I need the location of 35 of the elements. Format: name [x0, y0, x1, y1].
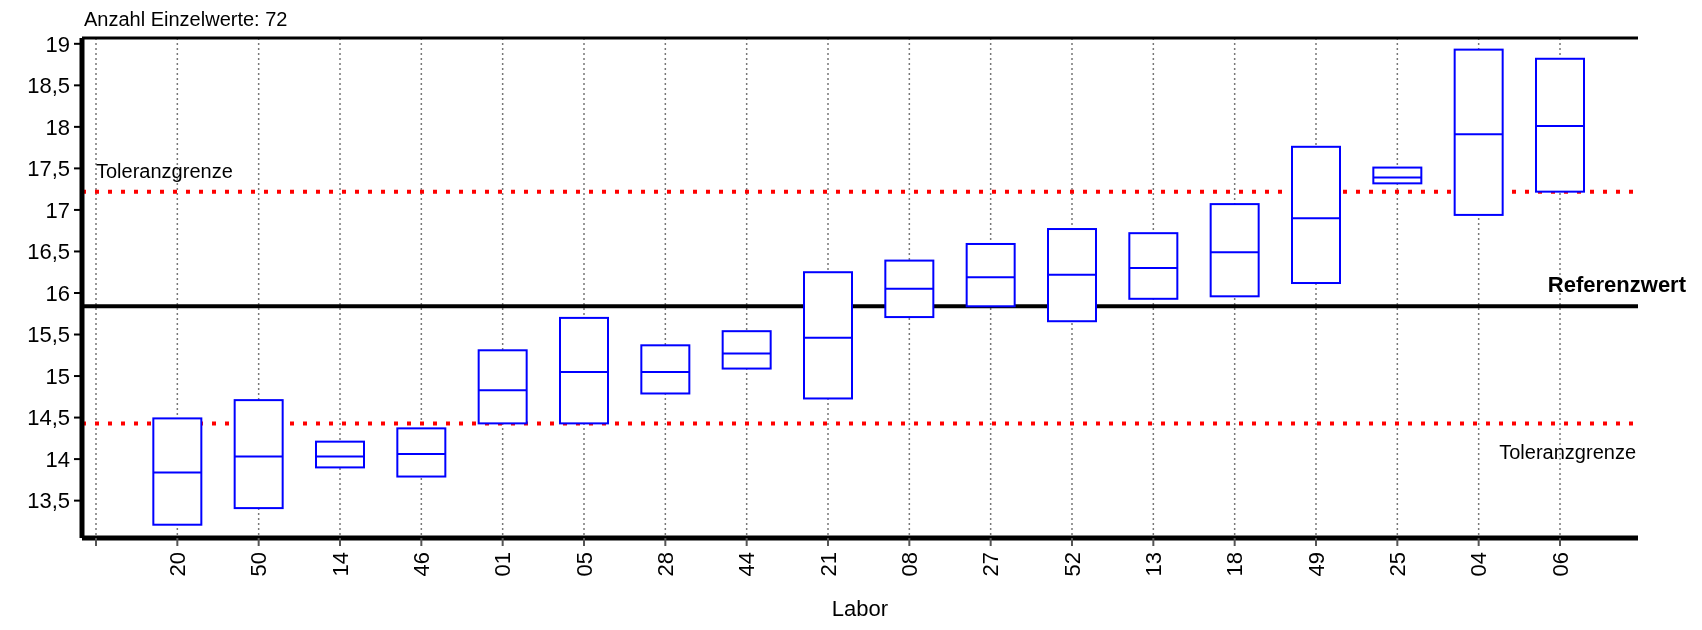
y-tick-label: 18,5	[27, 73, 70, 99]
x-tick-label: 04	[1466, 552, 1492, 577]
y-tick-label: 18	[45, 114, 70, 140]
x-tick-label: 25	[1385, 552, 1411, 577]
y-tick-label: 14,5	[27, 405, 70, 431]
x-tick-label: 46	[409, 552, 435, 577]
y-tick-label: 17,5	[27, 156, 70, 182]
x-tick-label: 21	[815, 552, 841, 577]
y-tick-label: 16	[45, 280, 70, 306]
y-tick-label: 19	[45, 31, 70, 57]
y-tick-label: 16,5	[27, 239, 70, 265]
x-tick-label: 01	[490, 552, 516, 577]
x-tick-label: 14	[327, 552, 353, 577]
y-tick-label: 15	[45, 363, 70, 389]
x-tick-label: 18	[1222, 552, 1248, 577]
y-tick-label: 15,5	[27, 322, 70, 348]
y-tick-label: 17	[45, 197, 70, 223]
x-tick-label: 08	[897, 552, 923, 577]
x-tick-label: 20	[165, 552, 191, 577]
ref-line-label: Referenzwert	[1547, 272, 1687, 298]
x-tick-label: 06	[1547, 552, 1573, 577]
x-tick-label: 44	[734, 552, 760, 577]
x-axis-title: Labor	[831, 596, 889, 621]
y-tick-label: 13,5	[27, 488, 70, 514]
x-tick-label: 13	[1141, 552, 1167, 577]
y-tick-label: 14	[45, 446, 70, 472]
x-tick-label: 49	[1303, 552, 1329, 577]
x-tick-label: 28	[653, 552, 679, 577]
x-tick-label: 27	[978, 552, 1004, 577]
x-tick-label: 52	[1059, 552, 1085, 577]
ref-line-label: Toleranzgrenze	[1499, 441, 1636, 464]
x-tick-label: 05	[571, 552, 597, 577]
chart-title: Anzahl Einzelwerte: 72	[84, 8, 288, 30]
x-tick-label: 50	[246, 552, 272, 577]
ref-line-label: Toleranzgrenze	[96, 159, 233, 182]
